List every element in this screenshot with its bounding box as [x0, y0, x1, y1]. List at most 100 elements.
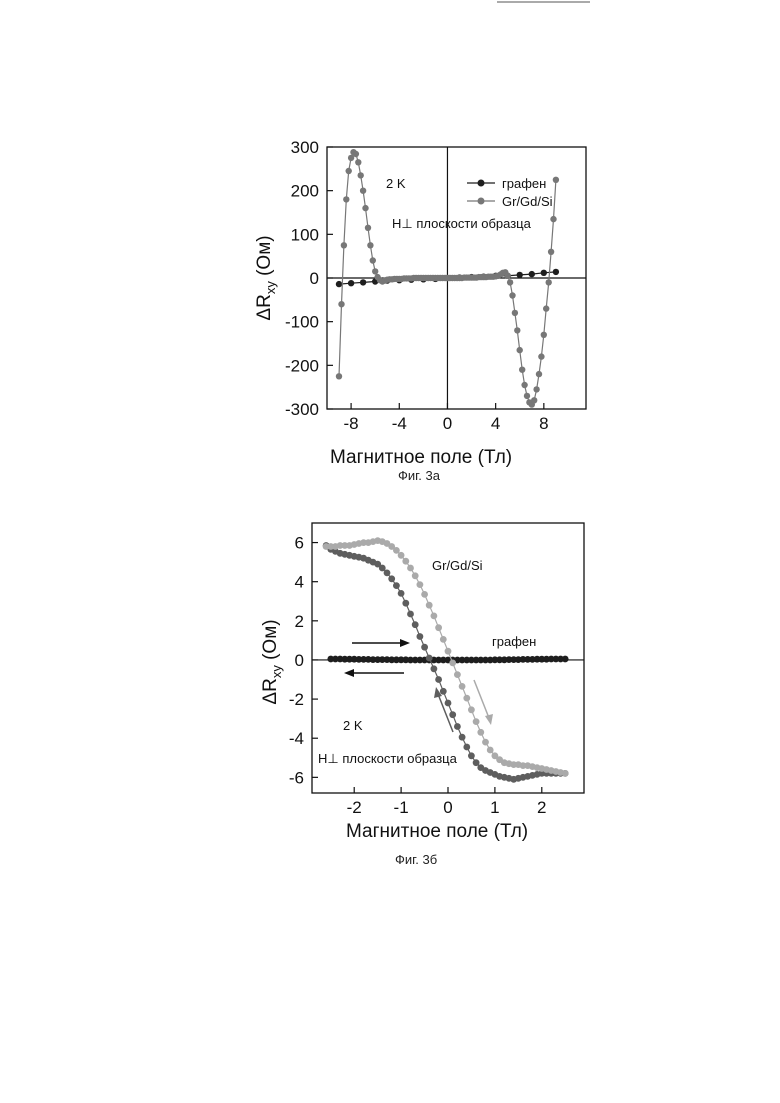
chart-3a-point-s1-86: [543, 305, 549, 311]
chart-fig-3a: -8-4048-300-200-1000100200300 Магнитное …: [254, 138, 586, 468]
chart-3a-point-s1-71: [507, 279, 513, 285]
chart-3b-point-s1-30: [463, 744, 470, 751]
legend-label-graphene: графен: [502, 176, 546, 191]
chart-3b-point-s1-15: [393, 582, 400, 589]
chart-3b-ytick-label: -4: [289, 729, 304, 748]
legend-marker-graphene: [478, 180, 485, 187]
chart-3a-ylabel-main: ΔR: [254, 294, 275, 320]
chart-3b-point-s2-33: [477, 729, 484, 736]
chart-3b-xtick-label: 2: [537, 798, 546, 817]
chart-3b-ytick-label: -6: [289, 768, 304, 787]
chart-3a-point-s1-9: [358, 172, 364, 178]
chart-3b-point-s1-14: [388, 575, 395, 582]
arrowhead-down-icon: [485, 714, 493, 725]
chart-3a-ytick-label: -300: [285, 400, 319, 419]
chart-3b-marks: [312, 537, 584, 783]
chart-3a-point-s1-1: [338, 301, 344, 307]
chart-3a-point-s1-77: [521, 382, 527, 388]
chart-3a-point-s1-2: [341, 242, 347, 248]
chart-3b-point-s1-27: [449, 711, 456, 718]
chart-3b-point-s1-32: [473, 759, 480, 766]
chart-3a-point-s1-12: [365, 225, 371, 231]
chart-3b-point-s2-21: [421, 591, 428, 598]
chart-3a-point-s1-7: [353, 151, 359, 157]
chart-3a-ytick-label: 300: [291, 138, 319, 157]
chart-3a-ytick-label: -100: [285, 313, 319, 332]
chart-3b-point-s1-17: [402, 600, 409, 607]
chart-3a-point-s1-8: [355, 159, 361, 165]
chart-3a-point-s1-74: [514, 327, 520, 333]
chart-3a-point-s1-11: [362, 205, 368, 211]
chart-3a-legend: графен Gr/Gd/Si: [467, 176, 553, 209]
chart-3b-point-s2-51: [562, 770, 569, 777]
chart-3a-point-s1-10: [360, 188, 366, 194]
chart-3b-xtick-label: 1: [490, 798, 499, 817]
arrow-down-sweep-light: [474, 680, 489, 718]
chart-3a-xtick-label: -8: [344, 414, 359, 433]
chart-3a-ylabel: ΔRxy (Ом): [254, 235, 278, 320]
chart-3a-point-s0-2: [360, 279, 366, 285]
arrowhead-right-icon: [400, 639, 410, 647]
chart-3a-point-s1-3: [343, 196, 349, 202]
chart-3a-point-s1-76: [519, 367, 525, 373]
chart-3b-point-s2-35: [487, 747, 494, 754]
chart-3b-point-s1-19: [412, 621, 419, 628]
legend-marker-grgdsi: [478, 198, 485, 205]
chart-3b-ylabel-main: ΔR: [260, 678, 281, 704]
chart-3a-point-s1-73: [512, 310, 518, 316]
chart-3a-point-s1-13: [367, 242, 373, 248]
chart-3a-point-s1-72: [509, 292, 515, 298]
chart-3b-point-s1-23: [431, 665, 438, 672]
chart-3a-ylabel-sub: xy: [263, 281, 278, 295]
chart-3b-point-s2-28: [454, 671, 461, 678]
chart-3b-point-s2-15: [393, 547, 400, 554]
chart-3b-ytick-label: -2: [289, 690, 304, 709]
arrowhead-left-icon: [344, 669, 354, 677]
chart-3b-point-s0-50: [562, 656, 569, 663]
chart-3a-point-s1-89: [550, 216, 556, 222]
chart-3b-arrows: [344, 639, 493, 732]
chart-3a-annotation-field: H⊥ плоскости образца: [392, 216, 532, 231]
chart-3a-point-s1-81: [531, 397, 537, 403]
chart-3b-point-s1-21: [421, 644, 428, 651]
chart-3b-ytick-label: 2: [295, 612, 304, 631]
chart-3b-ytick-label: 0: [295, 651, 304, 670]
chart-3b-point-s2-31: [468, 706, 475, 713]
figure-3b-caption: Фиг. 3б: [395, 852, 437, 867]
chart-3b-point-s1-26: [445, 700, 452, 707]
chart-3b-point-s2-23: [431, 613, 438, 620]
chart-3b-ylabel: ΔRxy (Ом): [260, 619, 284, 704]
chart-3b-point-s2-29: [459, 683, 466, 690]
chart-3a-marks: [327, 147, 586, 409]
chart-3a-point-s1-78: [524, 393, 530, 399]
chart-3b-ylabel-sub: xy: [269, 665, 284, 679]
chart-3b-point-s1-25: [440, 688, 447, 695]
chart-3a-point-s1-85: [541, 332, 547, 338]
chart-3b-point-s2-30: [463, 695, 470, 702]
chart-3a-xlabel: Магнитное поле (Тл): [330, 447, 512, 468]
chart-3a-point-s0-16: [529, 271, 535, 277]
chart-3a-point-s1-88: [548, 249, 554, 255]
chart-3b-ytick-label: 6: [295, 534, 304, 553]
chart-3b-point-s1-22: [426, 655, 433, 662]
chart-3b-xlabel: Магнитное поле (Тл): [346, 821, 528, 842]
chart-3a-point-s1-84: [538, 353, 544, 359]
chart-3b-point-s2-27: [449, 660, 456, 667]
figure-3a-caption: Фиг. 3а: [398, 468, 440, 483]
chart-3b-point-s2-24: [435, 624, 442, 631]
chart-3b-xtick-label: 0: [443, 798, 452, 817]
chart-3b-point-s1-20: [417, 633, 424, 640]
chart-3b-point-s2-34: [482, 739, 489, 746]
chart-3b-point-s2-19: [412, 572, 419, 579]
chart-3b-point-s1-29: [459, 734, 466, 741]
chart-3a-ytick-label: 200: [291, 182, 319, 201]
chart-3a-point-s0-0: [336, 281, 342, 287]
chart-3b-ylabel-unit: (Ом): [260, 619, 281, 665]
chart-3b-point-s1-18: [407, 611, 414, 618]
chart-3b-point-s1-16: [398, 590, 405, 597]
chart-3a-point-s1-90: [553, 177, 559, 183]
legend-label-grgdsi: Gr/Gd/Si: [502, 194, 553, 209]
chart-3a-xtick-label: 8: [539, 414, 548, 433]
